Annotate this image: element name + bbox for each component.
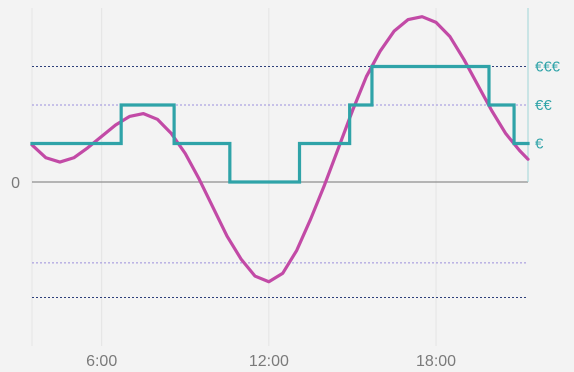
- consumption-curve: [30, 15, 530, 284]
- price-level-label-low: €: [535, 136, 544, 153]
- zero-label: 0: [11, 175, 20, 192]
- price-level-label-high: €€€: [535, 59, 561, 76]
- x-tick-label-6-00: 6:00: [86, 353, 117, 370]
- x-tick-label-18-00: 18:00: [416, 353, 456, 370]
- x-tick-label-12-00: 12:00: [249, 353, 289, 370]
- price-step-line: [30, 64, 530, 184]
- price-level-label-medium: €€: [535, 97, 552, 114]
